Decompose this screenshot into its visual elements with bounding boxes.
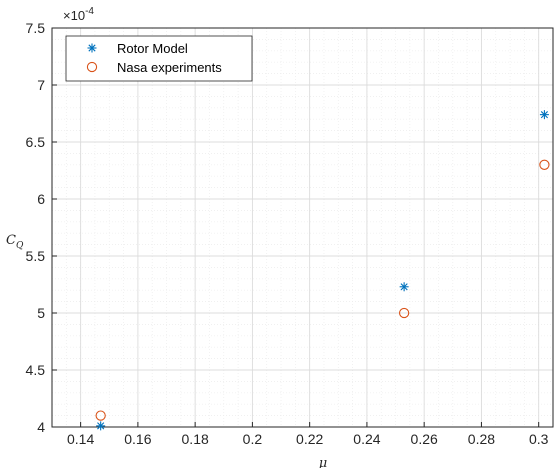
asterisk-stroke bbox=[88, 44, 96, 52]
y-axis-label-main: C bbox=[6, 233, 16, 248]
legend: Rotor Model Nasa experiments bbox=[65, 35, 253, 82]
x-tick-label: 0.24 bbox=[353, 431, 380, 447]
y-tick-label: 4 bbox=[37, 419, 45, 435]
x-tick-label: 0.28 bbox=[468, 431, 495, 447]
nasa-experiment-point bbox=[95, 410, 106, 421]
y-tick-label: 7 bbox=[37, 77, 45, 93]
legend-marker-rotor-model bbox=[87, 43, 97, 53]
y-axis-label-sub: Q bbox=[16, 241, 24, 251]
x-tick-label: 0.3 bbox=[529, 431, 549, 447]
legend-label-nasa-experiments: Nasa experiments bbox=[117, 60, 222, 75]
y-tick-label: 6.5 bbox=[26, 134, 46, 150]
y-tick-label: 7.5 bbox=[26, 20, 46, 36]
axis-ticks: 0.14 0.16 0.18 0.2 0.22 0.24 0.26 0.28 0.3 4 4.5 5 5… bbox=[26, 20, 549, 447]
y-tick-label: 5.5 bbox=[26, 248, 46, 264]
data-points bbox=[95, 110, 550, 431]
x-tick-label: 0.16 bbox=[124, 431, 151, 447]
y-tick-label: 4.5 bbox=[26, 362, 46, 378]
y-tick-label: 5 bbox=[37, 305, 45, 321]
rotor-model-point bbox=[96, 421, 106, 431]
y-tick-label: 6 bbox=[37, 191, 45, 207]
x-axis-label: μ bbox=[319, 456, 327, 468]
legend-box bbox=[65, 35, 253, 82]
legend-label-rotor-model: Rotor Model bbox=[117, 41, 188, 56]
asterisk-stroke bbox=[97, 422, 105, 430]
y-axis-label: CQ bbox=[6, 233, 24, 251]
x-tick-label: 0.14 bbox=[67, 431, 94, 447]
x-tick-label: 0.18 bbox=[182, 431, 209, 447]
legend-circle-icon bbox=[86, 61, 98, 73]
nasa-experiment-point bbox=[539, 159, 550, 170]
x-tick-label: 0.22 bbox=[296, 431, 323, 447]
y-multiplier-base: ×10 bbox=[63, 8, 85, 23]
asterisk-stroke bbox=[400, 283, 408, 291]
x-tick-label: 0.26 bbox=[411, 431, 438, 447]
y-multiplier-exponent: -4 bbox=[85, 6, 94, 17]
plot-area bbox=[51, 27, 554, 428]
legend-marker-nasa-experiments bbox=[86, 61, 98, 73]
y-axis-multiplier: ×10-4 bbox=[63, 6, 94, 23]
rotor-model-point bbox=[399, 282, 409, 292]
legend-asterisk-icon bbox=[87, 43, 97, 53]
asterisk-stroke bbox=[540, 111, 549, 119]
rotor-model-point bbox=[539, 110, 549, 120]
x-tick-label: 0.2 bbox=[243, 431, 263, 447]
nasa-experiment-point bbox=[398, 307, 410, 319]
grid bbox=[51, 27, 554, 428]
